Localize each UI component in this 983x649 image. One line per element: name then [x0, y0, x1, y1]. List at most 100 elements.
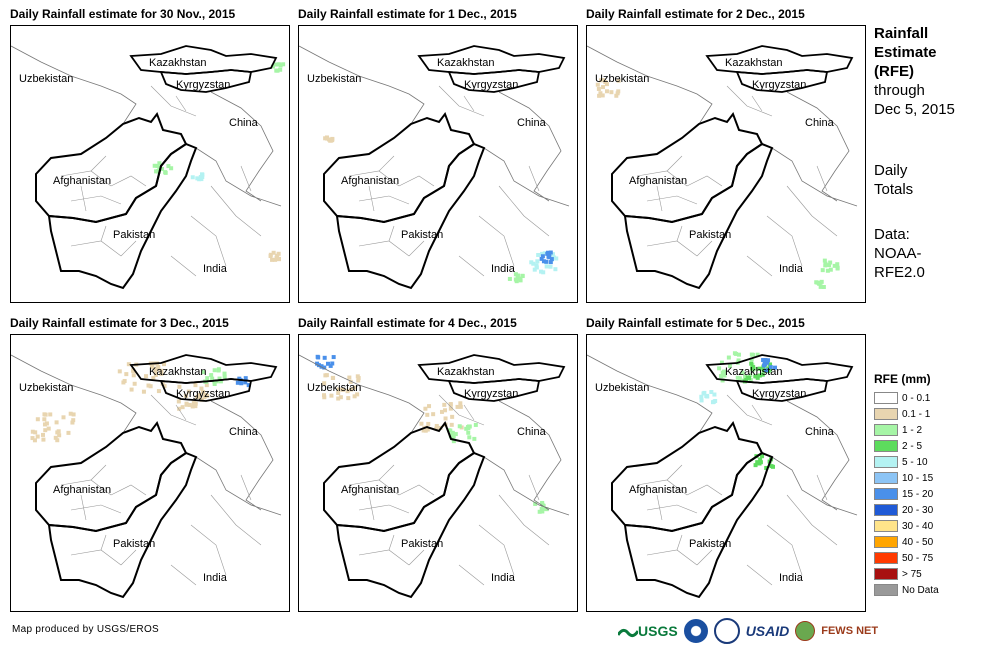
province-boundary — [150, 394, 197, 426]
rainfall-cell — [825, 268, 830, 273]
legend-rows: 0 - 0.1 0.1 - 1 1 - 2 2 - 5 5 - 10 10 - 15 15 … — [874, 390, 939, 598]
rainfall-cell — [338, 395, 343, 400]
pakistan-boundary — [47, 451, 198, 599]
rainfall-cell — [550, 252, 555, 257]
rainfall-cell — [166, 164, 171, 169]
rainfall-cell — [201, 370, 206, 375]
rainfall-layer — [595, 78, 840, 289]
rainfall-cell — [448, 406, 453, 411]
rainfall-cell — [346, 396, 351, 401]
legend-swatch — [874, 488, 898, 500]
map-credit: Map produced by USGS/EROS — [12, 624, 160, 635]
panel-title: Daily Rainfall estimate for 4 Dec., 2015 — [298, 316, 517, 330]
rainfall-cell — [273, 257, 278, 262]
map-label-india: India — [779, 572, 804, 584]
rainfall-cell — [32, 438, 37, 443]
legend-item: 0.1 - 1 — [874, 406, 939, 422]
rainfall-cell — [749, 352, 754, 357]
legend-label: 10 - 15 — [902, 472, 934, 484]
rainfall-cell — [539, 269, 544, 274]
rainfall-cell — [541, 259, 546, 264]
legend-label: 5 - 10 — [902, 456, 928, 468]
rainfall-map: Kazakhstan Uzbekistan Kyrgyzstan China Afgha… — [298, 25, 578, 303]
pakistan-boundary — [623, 142, 774, 290]
fewsnet-globe-icon — [795, 621, 816, 641]
legend-swatch — [874, 552, 898, 564]
rainfall-cell — [472, 436, 477, 441]
rainfall-cell — [347, 375, 352, 380]
rainfall-cell — [423, 406, 428, 411]
rainfall-cell — [595, 82, 600, 87]
rainfall-cell — [121, 380, 126, 385]
map-label-india: India — [491, 572, 516, 584]
map-sidebar: Rainfall Estimate (RFE) through Dec 5, 2… — [874, 24, 955, 282]
rainfall-cell — [734, 351, 739, 356]
rainfall-cell — [44, 421, 49, 426]
rainfall-cell — [340, 387, 345, 392]
rainfall-cell — [760, 454, 765, 459]
map-svg: Kazakhstan Uzbekistan Kyrgyzstan China Afgha… — [11, 354, 282, 599]
rainfall-cell — [160, 167, 165, 172]
rainfall-cell — [176, 399, 181, 404]
rainfall-cell — [442, 402, 447, 407]
legend-label: 2 - 5 — [902, 440, 923, 452]
rainfall-cell — [443, 416, 448, 421]
rainfall-cell — [159, 371, 164, 376]
rainfall-cell — [828, 260, 833, 265]
rainfall-cell — [41, 437, 46, 442]
rainfall-cell — [737, 376, 742, 381]
rainfall-cell — [180, 405, 185, 410]
rainfall-cell — [203, 392, 208, 397]
data-source: Data: NOAA- RFE2.0 — [874, 225, 955, 282]
province-boundary — [150, 85, 197, 117]
rainfall-map: Kazakhstan Uzbekistan Kyrgyzstan China Afgha… — [10, 25, 290, 303]
rainfall-cell — [322, 381, 327, 386]
rainfall-cell — [278, 67, 283, 72]
rainfall-cell — [532, 267, 537, 272]
rainfall-cell — [597, 93, 602, 98]
rainfall-cell — [473, 422, 478, 427]
legend-label: > 75 — [902, 568, 922, 580]
province-boundary — [646, 494, 698, 521]
rainfall-cell — [61, 415, 66, 420]
rainfall-cell — [237, 376, 242, 381]
rainfall-cell — [193, 383, 198, 388]
rainfall-cell — [324, 135, 329, 140]
legend-item: No Data — [874, 582, 939, 598]
data-line: NOAA- — [874, 245, 922, 262]
legend-swatch — [874, 392, 898, 404]
rainfall-cell — [325, 361, 330, 366]
rainfall-cell — [355, 392, 360, 397]
rainfall-cell — [177, 384, 182, 389]
afghanistan-boundary — [323, 111, 476, 224]
rainfall-cell — [453, 432, 458, 437]
legend-title: RFE (mm) — [874, 372, 931, 386]
province-boundary — [636, 464, 723, 496]
legend-label: 40 - 50 — [902, 536, 934, 548]
rainfall-cell — [704, 394, 709, 399]
rainfall-cell — [281, 62, 286, 67]
rainfall-cell — [322, 365, 327, 370]
rainfall-cell — [427, 404, 432, 409]
map-svg: Kazakhstan Uzbekistan Kyrgyzstan China Afgha… — [587, 351, 858, 599]
rainfall-cell — [615, 91, 620, 96]
rainfall-cell — [539, 256, 544, 261]
rainfall-cell — [48, 412, 53, 417]
rainfall-cell — [324, 373, 329, 378]
rainfall-cell — [819, 279, 824, 284]
legend-item: 10 - 15 — [874, 470, 939, 486]
rainfall-cell — [425, 412, 430, 417]
rainfall-cell — [600, 78, 605, 83]
map-label-afghanistan: Afghanistan — [341, 175, 399, 187]
rainfall-cell — [457, 424, 462, 429]
legend-item: 2 - 5 — [874, 438, 939, 454]
usgs-logo-text: USGS — [638, 623, 678, 639]
rainfall-cell — [316, 363, 321, 368]
rainfall-cell — [451, 434, 456, 439]
rainfall-cell — [336, 390, 341, 395]
rainfall-cell — [768, 362, 773, 367]
rainfall-cell — [753, 463, 758, 468]
rainfall-cell — [614, 93, 619, 98]
map-label-pakistan: Pakistan — [689, 538, 731, 550]
rainfall-cell — [71, 418, 76, 423]
